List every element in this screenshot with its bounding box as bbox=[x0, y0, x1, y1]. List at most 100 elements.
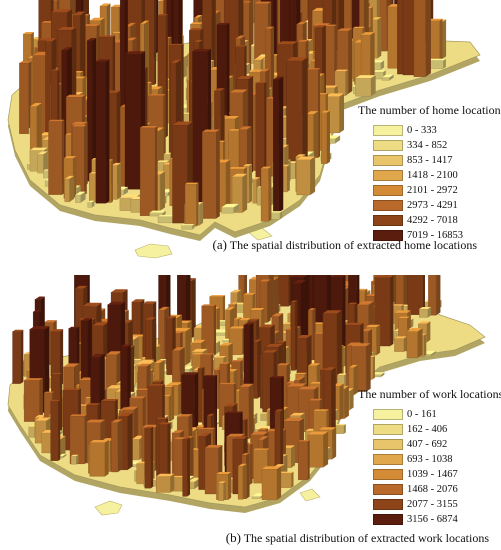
prism-top bbox=[192, 352, 204, 355]
prism-side bbox=[216, 340, 221, 354]
prism bbox=[381, 77, 390, 81]
prism bbox=[252, 179, 257, 204]
prism-top bbox=[290, 300, 298, 302]
prism-top bbox=[242, 452, 250, 456]
prism-top bbox=[406, 328, 423, 332]
work-locations-legend: The number of work locations 0 - 161 162… bbox=[358, 387, 501, 527]
prism-top bbox=[205, 445, 223, 448]
prism-top bbox=[235, 35, 246, 39]
prism-side bbox=[162, 210, 166, 217]
prism-top bbox=[71, 121, 88, 125]
prism-side bbox=[158, 127, 164, 171]
prism bbox=[395, 275, 404, 309]
prism-side bbox=[279, 211, 283, 220]
prism-top bbox=[148, 94, 166, 96]
prism bbox=[50, 401, 59, 461]
work-locations-3d-map bbox=[7, 275, 486, 516]
prism-top bbox=[262, 350, 278, 353]
prism-top bbox=[207, 413, 215, 416]
prism-top bbox=[258, 428, 268, 430]
prism-top bbox=[111, 162, 122, 166]
prism-top bbox=[95, 59, 110, 62]
prism-top bbox=[216, 472, 232, 474]
island-outline bbox=[134, 243, 173, 259]
prism-side bbox=[389, 74, 394, 81]
prism-top bbox=[198, 432, 212, 437]
prism-top bbox=[191, 348, 208, 352]
prism-top bbox=[58, 453, 67, 457]
prism-top bbox=[277, 471, 294, 474]
prism-top bbox=[192, 49, 212, 52]
prism-top bbox=[322, 310, 342, 314]
prism-top bbox=[238, 126, 252, 130]
prism-top bbox=[129, 396, 146, 399]
prism-side bbox=[381, 372, 385, 377]
prism-side bbox=[250, 443, 253, 485]
prism-top bbox=[158, 215, 175, 217]
legend-label: 2101 - 2972 bbox=[407, 185, 458, 196]
prism-side bbox=[60, 372, 63, 434]
prism-side bbox=[223, 481, 226, 501]
prism-side bbox=[84, 414, 88, 464]
prism-top bbox=[259, 279, 271, 282]
prism-top bbox=[219, 382, 237, 385]
prism-top bbox=[355, 75, 376, 79]
prism-top bbox=[48, 119, 65, 122]
prism-top bbox=[290, 275, 308, 278]
prism-top bbox=[308, 363, 321, 366]
prism-side bbox=[20, 329, 24, 384]
legend-item: 2973 - 4291 bbox=[373, 198, 501, 213]
prism bbox=[95, 61, 107, 204]
prism-top bbox=[125, 51, 146, 55]
prism-side bbox=[366, 343, 371, 392]
prism-top bbox=[107, 301, 125, 305]
prism-top bbox=[252, 177, 261, 180]
prism-top bbox=[57, 27, 77, 31]
prism-top bbox=[166, 316, 176, 319]
prism-top bbox=[373, 70, 386, 72]
prism-top bbox=[219, 362, 231, 365]
prism bbox=[19, 62, 29, 134]
prism-side bbox=[318, 68, 321, 158]
prism-top bbox=[216, 22, 230, 25]
district-prisms bbox=[19, 0, 447, 230]
prism-top bbox=[106, 351, 122, 355]
prism-top bbox=[265, 26, 275, 29]
prism-top bbox=[87, 38, 97, 41]
prism-side bbox=[422, 275, 425, 315]
prism-top bbox=[177, 414, 193, 417]
prism-side bbox=[344, 424, 346, 434]
prism-side bbox=[150, 426, 154, 489]
prism-top bbox=[250, 307, 265, 311]
prism bbox=[218, 482, 224, 501]
prism-side bbox=[302, 57, 308, 179]
legend-swatch bbox=[373, 469, 403, 480]
legend-item: 2077 - 3155 bbox=[373, 497, 501, 512]
prism-top bbox=[51, 372, 63, 375]
prism bbox=[131, 439, 140, 460]
prism-top bbox=[323, 367, 336, 371]
figure-caption: (b) The spatial distribution of extracte… bbox=[0, 530, 501, 546]
prism bbox=[111, 422, 119, 473]
prism-side bbox=[331, 367, 336, 441]
prism-side bbox=[287, 164, 290, 192]
prism-side bbox=[106, 59, 110, 204]
prism-top bbox=[190, 22, 204, 24]
prism-top bbox=[398, 316, 410, 319]
prism-top bbox=[283, 418, 304, 421]
prism-top bbox=[34, 414, 47, 418]
prism-top bbox=[73, 11, 86, 16]
legend-label: 2973 - 4291 bbox=[407, 200, 458, 211]
prism-top bbox=[232, 173, 248, 177]
prism-top bbox=[63, 363, 80, 367]
prism-side bbox=[425, 0, 431, 77]
prism-top bbox=[144, 426, 154, 429]
prism-top bbox=[143, 301, 157, 304]
prism-top bbox=[276, 363, 290, 366]
figure-caption: (a) The spatial distribution of extracte… bbox=[0, 237, 501, 253]
prism-side bbox=[403, 275, 409, 308]
prism-top bbox=[29, 147, 48, 151]
prism-side bbox=[335, 135, 341, 144]
legend-item: 853 - 1417 bbox=[373, 153, 501, 168]
prism-top bbox=[224, 403, 238, 407]
